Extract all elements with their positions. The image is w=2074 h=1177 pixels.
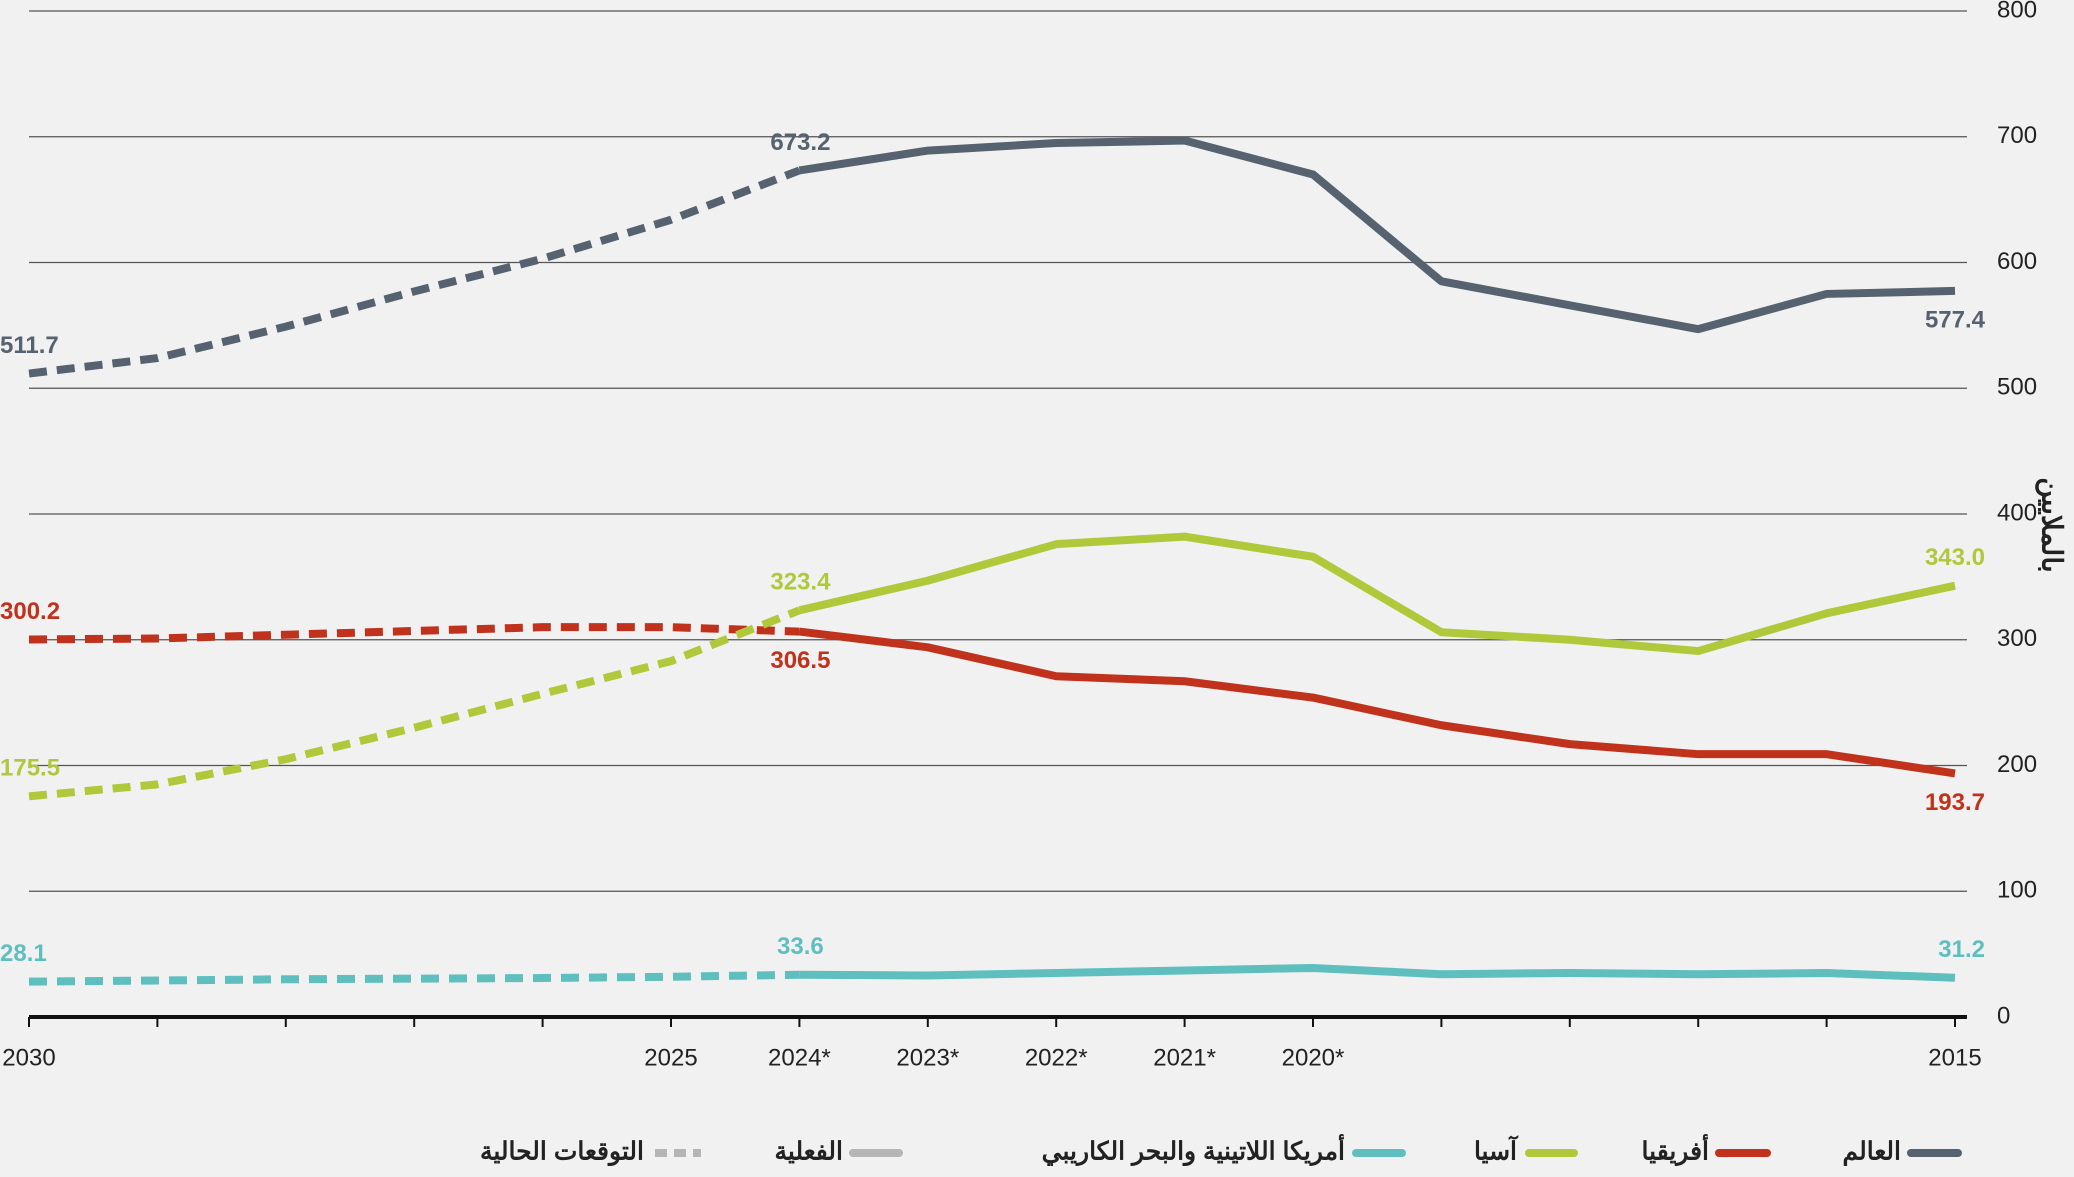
value-label: 175.5 [0,755,60,782]
value-label: 343.0 [1925,544,1985,571]
actual-line [798,532,1956,656]
projected-line [28,623,800,644]
y-tick-label: 0 [1997,1002,2010,1029]
projected-line [28,970,800,986]
x-tick-label: 2025 [644,1044,697,1071]
legend-label: العالم [1843,1138,1902,1167]
x-tick-label: 2015 [1928,1044,1981,1071]
legend-label: أمريكا اللاتينية والبحر الكاريبي [1042,1133,1345,1167]
x-tick-label: 2021* [1153,1044,1216,1071]
value-label: 511.7 [0,332,59,359]
value-label: 577.4 [1925,306,1986,333]
y-tick-label: 500 [1997,374,2037,401]
y-tick-label: 300 [1997,625,2037,652]
x-tick-label: 2020* [1282,1044,1345,1071]
value-label: 31.2 [1938,936,1985,963]
projected-line [28,606,801,801]
value-label: 28.1 [0,940,47,967]
legend-label: أفريقيا [1642,1133,1709,1167]
actual-line [798,627,1956,778]
y-tick-label: 700 [1997,122,2037,149]
x-tick-label: 2023* [896,1044,959,1071]
value-label: 193.7 [1925,789,1985,816]
y-tick-label: 800 [1997,0,2037,23]
y-tick-label: 400 [1997,499,2037,526]
y-tick-label: 600 [1997,248,2037,275]
value-label: 323.4 [770,569,831,596]
y-tick-label: 200 [1997,751,2037,778]
actual-line [799,963,1956,982]
x-tick-label: 2022* [1025,1044,1088,1071]
value-label: 306.5 [770,647,830,674]
value-label: 300.2 [0,598,60,625]
actual-line [798,136,1956,334]
x-tick-label: 2024* [768,1044,831,1071]
legend-label: آسيا [1474,1135,1519,1166]
value-label: 33.6 [777,933,824,960]
projected-line [28,166,801,378]
y-axis-label: بالملايين [2035,477,2068,572]
x-tick-label: 2030 [2,1044,55,1071]
legend-label: التوقعات الحالية [480,1138,644,1167]
legend-label: الفعلية [775,1138,844,1166]
y-tick-label: 100 [1997,877,2037,904]
value-label: 673.2 [770,129,830,156]
